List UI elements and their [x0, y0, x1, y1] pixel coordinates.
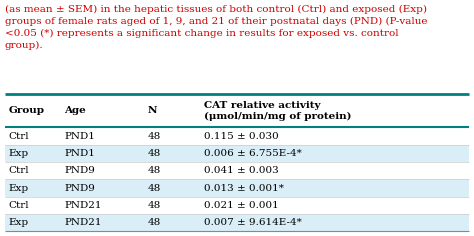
Text: PND9: PND9 — [64, 184, 95, 193]
Text: 48: 48 — [148, 184, 161, 193]
Text: Ctrl: Ctrl — [9, 132, 29, 141]
Text: Exp: Exp — [9, 149, 28, 158]
Text: N: N — [148, 106, 157, 115]
FancyBboxPatch shape — [5, 197, 469, 214]
Text: 0.013 ± 0.001*: 0.013 ± 0.001* — [204, 184, 283, 193]
FancyBboxPatch shape — [5, 162, 469, 179]
Text: PND1: PND1 — [64, 132, 95, 141]
FancyBboxPatch shape — [5, 145, 469, 162]
Text: 0.006 ± 6.755E-4*: 0.006 ± 6.755E-4* — [204, 149, 301, 158]
Text: Ctrl: Ctrl — [9, 166, 29, 175]
Text: 48: 48 — [148, 166, 161, 175]
Text: (as mean ± SEM) in the hepatic tissues of both control (Ctrl) and exposed (Exp)
: (as mean ± SEM) in the hepatic tissues o… — [5, 5, 427, 50]
Text: 48: 48 — [148, 201, 161, 210]
Text: CAT relative activity
(μmol/min/mg of protein): CAT relative activity (μmol/min/mg of pr… — [204, 101, 351, 121]
Text: Age: Age — [64, 106, 86, 115]
Text: PND9: PND9 — [64, 166, 95, 175]
Text: 48: 48 — [148, 149, 161, 158]
Text: PND21: PND21 — [64, 201, 102, 210]
Text: 0.007 ± 9.614E-4*: 0.007 ± 9.614E-4* — [204, 218, 301, 227]
Text: Exp: Exp — [9, 184, 28, 193]
FancyBboxPatch shape — [5, 214, 469, 231]
Text: PND21: PND21 — [64, 218, 102, 227]
Text: Group: Group — [9, 106, 45, 115]
Text: 48: 48 — [148, 218, 161, 227]
Text: 0.041 ± 0.003: 0.041 ± 0.003 — [204, 166, 278, 175]
Text: PND1: PND1 — [64, 149, 95, 158]
Text: 0.115 ± 0.030: 0.115 ± 0.030 — [204, 132, 278, 141]
Text: 0.021 ± 0.001: 0.021 ± 0.001 — [204, 201, 278, 210]
Text: 48: 48 — [148, 132, 161, 141]
FancyBboxPatch shape — [5, 127, 469, 145]
Text: Exp: Exp — [9, 218, 28, 227]
Text: Ctrl: Ctrl — [9, 201, 29, 210]
FancyBboxPatch shape — [5, 179, 469, 197]
